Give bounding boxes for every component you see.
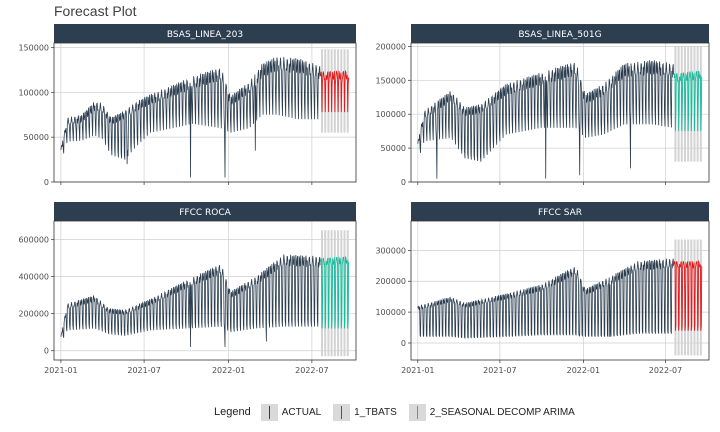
- facet-strip: [54, 24, 356, 43]
- legend-title: Legend: [214, 406, 251, 418]
- legend-key-tbats: [333, 403, 351, 421]
- actual-line: [417, 60, 674, 179]
- legend-key-actual: [260, 403, 278, 421]
- y-tick-label: 200000: [375, 277, 406, 286]
- forecast-line: [673, 259, 703, 331]
- y-tick-label: 50000: [24, 133, 49, 142]
- facet-strip-label: BSAS_LINEA_203: [167, 30, 243, 40]
- x-tick-label: 2021-01: [44, 366, 77, 375]
- y-tick-label: 100000: [18, 88, 49, 97]
- y-tick-label: 100000: [375, 308, 406, 317]
- y-tick-label: 0: [44, 347, 49, 356]
- panel-border: [53, 42, 357, 183]
- facet-strip-label: BSAS_LINEA_501G: [518, 30, 601, 40]
- legend-label-tbats: 1_TBATS: [354, 406, 397, 418]
- y-tick-label: 50000: [381, 144, 406, 153]
- forecast-line: [320, 255, 350, 329]
- actual-line: [60, 57, 321, 178]
- panel-border: [53, 220, 357, 361]
- legend-item-arima: 2_SEASONAL DECOMP ARIMA: [408, 403, 575, 421]
- y-tick-label: 0: [44, 178, 49, 187]
- legend-item-actual: ACTUAL: [260, 403, 322, 421]
- facet-panel: FFCC SAR 0 100000 200000 300000 2021-01 2021-0…: [375, 202, 710, 375]
- legend-item-tbats: 1_TBATS: [333, 403, 397, 421]
- legend-label-arima: 2_SEASONAL DECOMP ARIMA: [429, 406, 575, 418]
- facet-strip: [411, 24, 709, 43]
- facet-strip: [54, 202, 356, 221]
- legend: Legend ACTUAL 1_TBATS 2_SEASONAL DECOMP …: [214, 403, 587, 421]
- forecast-line: [320, 69, 350, 113]
- facet-panel: BSAS_LINEA_203 0 50000 100000 150000: [18, 24, 357, 187]
- x-tick-label: 2021-07: [127, 366, 160, 375]
- facet-panel: FFCC ROCA 0 200000 400000 600000 2021-01 2021-…: [18, 202, 357, 375]
- y-tick-label: 100000: [375, 110, 406, 119]
- x-tick-label: 2022-01: [212, 366, 245, 375]
- panel-border: [410, 220, 710, 361]
- x-tick-label: 2022-07: [649, 366, 682, 375]
- x-tick-label: 2021-01: [401, 366, 434, 375]
- y-tick-label: 150000: [18, 43, 49, 52]
- actual-line: [417, 258, 674, 339]
- y-tick-label: 600000: [18, 236, 49, 245]
- facet-strip: [411, 202, 709, 221]
- y-tick-label: 0: [401, 339, 406, 348]
- x-tick-label: 2021-07: [483, 366, 516, 375]
- panel-border: [410, 42, 710, 183]
- y-tick-label: 200000: [18, 310, 49, 319]
- y-tick-label: 400000: [18, 273, 49, 282]
- facet-strip-label: FFCC SAR: [538, 208, 582, 218]
- x-tick-label: 2022-01: [567, 366, 600, 375]
- forecast-line: [673, 70, 703, 132]
- x-tick-label: 2022-07: [295, 366, 328, 375]
- actual-line: [60, 254, 321, 348]
- y-tick-label: 150000: [375, 76, 406, 85]
- facet-strip-label: FFCC ROCA: [179, 208, 231, 218]
- y-tick-label: 200000: [375, 42, 406, 51]
- facet-chart: BSAS_LINEA_203050000100000150000BSAS_LIN…: [18, 24, 710, 375]
- plot-title: Forecast Plot: [54, 3, 137, 19]
- legend-label-actual: ACTUAL: [281, 406, 322, 418]
- legend-key-arima: [408, 403, 426, 421]
- y-tick-label: 0: [401, 178, 406, 187]
- facet-panel: BSAS_LINEA_501G 0 50000 100000 150000 200000: [375, 24, 710, 187]
- y-tick-label: 300000: [375, 246, 406, 255]
